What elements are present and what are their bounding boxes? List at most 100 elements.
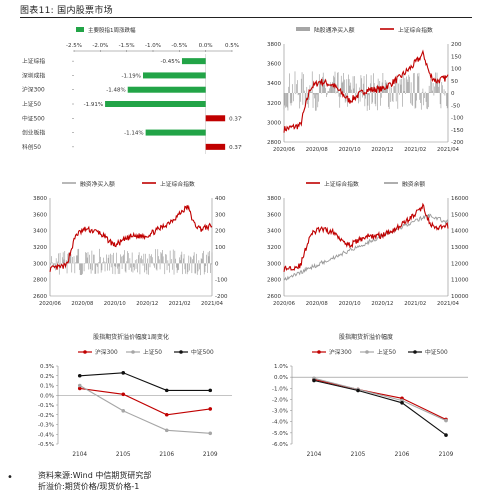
- bar: [142, 72, 206, 79]
- y-tick-label: -5.0%: [272, 431, 288, 437]
- data-label: -1.48%: [106, 88, 125, 94]
- x-tick-label: 2020/12: [371, 301, 393, 307]
- right-y-tick: 11000: [451, 278, 469, 284]
- weekly-change-bar-chart: 主要股指1周涨跌幅 -2.5% -2.0% -1.5% -1.0% -0.5% 0.0% 0.…: [20, 22, 247, 162]
- x-tick-label: 2105: [351, 452, 366, 458]
- x-tick-label: 2109: [439, 452, 454, 458]
- x-tick-label: 0.0%: [199, 43, 213, 49]
- data-label: 0.37%: [229, 116, 242, 122]
- data-point: [400, 400, 404, 405]
- y-tick-label: -2.0%: [272, 397, 288, 403]
- x-tick-label: -1.5%: [119, 43, 135, 49]
- left-y-tick: 3400: [33, 229, 47, 235]
- right-y-tick: -100: [451, 116, 464, 122]
- index-line: [49, 204, 213, 273]
- category-label: 创业板指: [22, 129, 45, 137]
- right-y-tick: 100: [215, 245, 226, 251]
- margin-net-buy-chart: 融资净买入额 上证综合指数 2600 2800 3000 3200 3400 3600 3800…: [20, 176, 242, 316]
- right-y-tick: -50: [451, 103, 460, 109]
- source-note: 资料来源:Wind 中信期货研究部: [38, 471, 152, 480]
- y-tick-label: -0.4%: [38, 432, 54, 438]
- data-point: [312, 378, 316, 383]
- legend-label: 中证500: [425, 348, 448, 356]
- x-tick-label: 2020/10: [339, 301, 362, 307]
- left-y-tick: 2800: [267, 140, 281, 146]
- y-tick-label: -1.0%: [272, 386, 288, 392]
- legend-label: 融资余额: [402, 180, 425, 188]
- data-label: -1.14%: [124, 131, 143, 137]
- category-label: 深圳成指: [22, 71, 45, 79]
- y-tick-label: -6.0%: [272, 442, 288, 448]
- bar: [145, 129, 206, 136]
- footer-notes: 资料来源:Wind 中信期货研究部 折溢价:期货价格/现货价格-1: [38, 470, 151, 492]
- index-line: [283, 202, 449, 272]
- data-point: [121, 371, 126, 375]
- data-label: 0.37%: [229, 145, 242, 151]
- right-y-tick: -100: [215, 278, 228, 284]
- data-point: [444, 433, 448, 437]
- right-y-tick: 300: [215, 212, 226, 218]
- x-tick-label: 2104: [307, 452, 322, 458]
- legend-label: 沪深300: [329, 348, 352, 356]
- x-tick-label: 2021/04: [201, 301, 224, 307]
- right-y-tick: 150: [451, 54, 462, 60]
- left-y-tick: 3000: [33, 261, 47, 267]
- left-y-tick: 2800: [33, 278, 47, 284]
- data-point: [208, 407, 213, 411]
- y-tick-label: -0.5%: [38, 442, 54, 448]
- legend-marker: [413, 350, 417, 354]
- bar: [205, 143, 226, 150]
- premium-note: 折溢价:期货价格/现货价格-1: [38, 482, 140, 491]
- right-y-tick: 100: [451, 67, 462, 73]
- panel-b-svg: 陆股通净买入额 上证综合指数 2800 3000 3200 3400 3600 3800 -20…: [267, 26, 464, 153]
- right-y-tick: 12000: [451, 261, 469, 267]
- left-y-tick: 3200: [267, 245, 281, 251]
- left-y-tick: 2600: [33, 294, 47, 300]
- y-tick-label: -0.3%: [38, 423, 54, 429]
- data-point: [164, 428, 169, 433]
- right-y-tick: -200: [215, 294, 228, 300]
- x-tick-label: 2020/08: [71, 301, 94, 307]
- category-label: 上证50: [22, 100, 41, 108]
- x-tick-label: 2021/02: [404, 147, 426, 153]
- x-tick-label: -2.5%: [66, 43, 82, 49]
- data-point: [77, 373, 82, 378]
- data-point: [121, 392, 126, 397]
- right-y-tick: -200: [451, 140, 464, 146]
- data-point: [444, 418, 448, 423]
- bar: [127, 86, 206, 93]
- panel-c-svg: 融资净买入额 上证综合指数2600280030003200340036003800…: [33, 180, 228, 307]
- left-y-tick: 3800: [267, 42, 281, 48]
- legend-swatch-weekly: [76, 27, 84, 32]
- category-label: 中证500: [22, 114, 45, 122]
- left-y-tick: 3000: [267, 261, 281, 267]
- x-tick-label: 2105: [116, 452, 131, 458]
- right-y-tick: 10000: [451, 294, 469, 300]
- legend-marker: [83, 350, 87, 354]
- left-y-tick: 3600: [33, 212, 47, 218]
- y-tick-label: 0.2%: [40, 374, 54, 380]
- series-line: [79, 387, 211, 416]
- data-point: [121, 409, 126, 413]
- x-tick-label: 2020/08: [306, 147, 329, 153]
- data-point: [77, 386, 82, 391]
- right-y-tick: 0: [451, 91, 455, 97]
- bullet-marker: •: [7, 472, 13, 483]
- chart-title: 股指期货折溢价幅度1周变化: [93, 333, 169, 341]
- right-y-tick: 14000: [451, 229, 469, 235]
- y-tick-label: -3.0%: [272, 409, 288, 415]
- right-y-tick: 0: [215, 261, 219, 267]
- data-point: [164, 412, 169, 417]
- data-point: [77, 383, 82, 388]
- x-tick-label: 2020/12: [136, 301, 158, 307]
- y-tick-label: 0.1%: [40, 384, 54, 390]
- legend-label: 上证综合指数: [160, 180, 195, 188]
- series-line: [313, 377, 447, 422]
- data-label: -1.91%: [84, 102, 103, 108]
- right-y-tick: 200: [215, 229, 226, 235]
- index-line: [283, 49, 449, 133]
- left-y-tick: 3200: [33, 245, 47, 251]
- x-tick-label: 2021/02: [169, 301, 191, 307]
- right-y-tick: 13000: [451, 245, 469, 251]
- y-tick-label: -4.0%: [272, 420, 288, 426]
